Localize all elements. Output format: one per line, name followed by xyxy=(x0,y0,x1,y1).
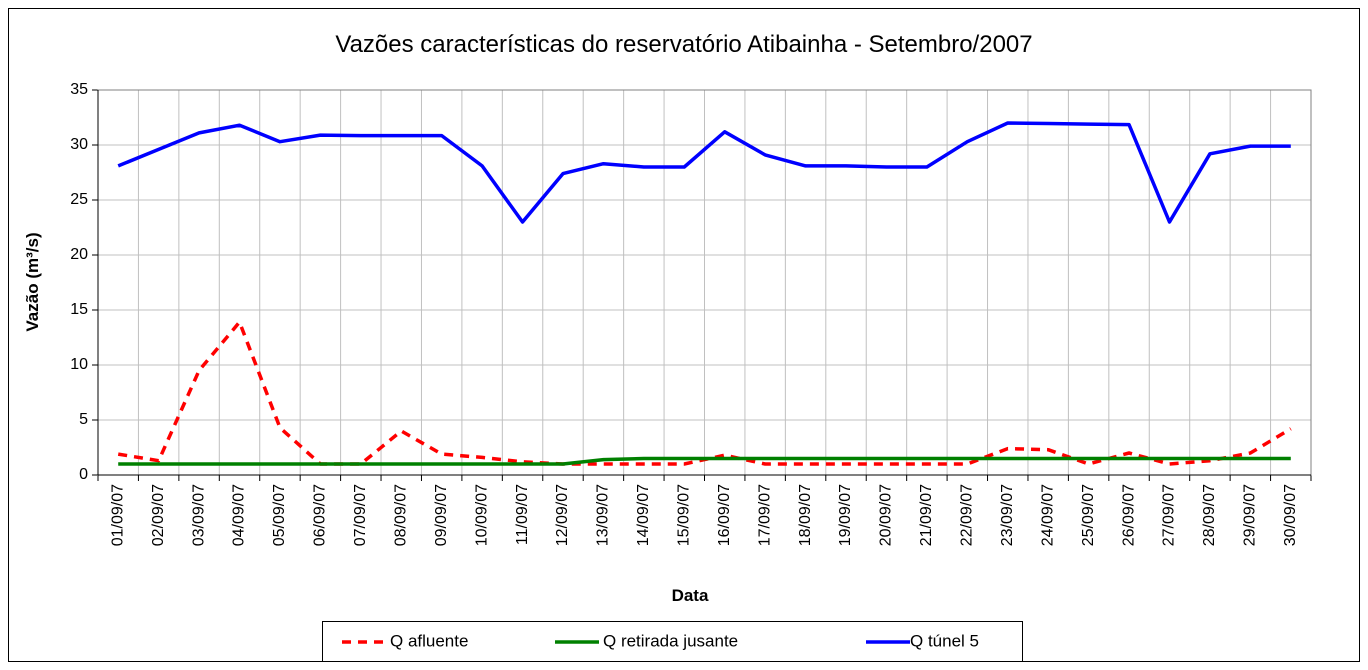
legend-label: Q retirada jusante xyxy=(603,631,738,650)
x-tick-label: 06/09/07 xyxy=(312,484,329,546)
x-tick-label: 21/09/07 xyxy=(918,484,935,546)
grid xyxy=(97,89,1312,476)
x-tick-label: 08/09/07 xyxy=(392,484,409,546)
y-tick-label: 35 xyxy=(70,81,88,98)
y-tick-label: 0 xyxy=(79,466,88,483)
y-tick-label: 5 xyxy=(79,411,88,428)
y-tick-label: 20 xyxy=(70,246,88,263)
x-tick-label: 07/09/07 xyxy=(352,484,369,546)
plot xyxy=(117,121,1292,466)
legend-label: Q afluente xyxy=(390,631,468,650)
y-tick-label: 15 xyxy=(70,301,88,318)
x-tick-label: 05/09/07 xyxy=(271,484,288,546)
x-tick-label: 10/09/07 xyxy=(473,484,490,546)
axes: 0 5 10 15 20 25 30 35 01/09/07 02/09/07 03/09/07 04… xyxy=(70,81,1312,546)
x-tick-label: 17/09/07 xyxy=(756,484,773,546)
series-line xyxy=(118,456,1291,466)
y-tick-label: 10 xyxy=(70,356,88,373)
legend-items: Q afluente Q retirada jusante Q túnel 5 xyxy=(342,631,979,650)
series-line xyxy=(117,121,1291,224)
x-tick-label: 02/09/07 xyxy=(150,484,167,546)
x-tick-label: 28/09/07 xyxy=(1201,484,1218,546)
x-tick-label: 30/09/07 xyxy=(1282,484,1299,546)
x-tick-label: 11/09/07 xyxy=(514,484,531,545)
x-tick-label: 18/09/07 xyxy=(797,484,814,546)
y-tick-label: 25 xyxy=(70,191,88,208)
x-tick-label: 13/09/07 xyxy=(595,484,612,546)
legend-label: Q túnel 5 xyxy=(910,631,979,650)
x-tick-label: 15/09/07 xyxy=(676,484,693,546)
x-tick-label: 24/09/07 xyxy=(1039,484,1056,546)
chart-title: Vazões características do reservatório A… xyxy=(335,31,1032,58)
x-tick-label: 09/09/07 xyxy=(433,484,450,546)
x-tick-label: 26/09/07 xyxy=(1120,484,1137,546)
y-tick-label: 30 xyxy=(70,136,88,153)
x-tick-label: 04/09/07 xyxy=(231,484,248,546)
x-tick-label: 12/09/07 xyxy=(554,484,571,546)
x-tick-label: 16/09/07 xyxy=(716,484,733,546)
x-tick-label: 20/09/07 xyxy=(878,484,895,546)
x-tick-label: 23/09/07 xyxy=(999,484,1016,546)
x-tick-label: 14/09/07 xyxy=(635,484,652,546)
x-axis-title: Data xyxy=(672,586,709,605)
y-axis-title: Vazão (m³/s) xyxy=(23,232,42,331)
x-tick-label: 27/09/07 xyxy=(1161,484,1178,546)
x-tick-label: 03/09/07 xyxy=(190,484,207,546)
x-tick-label: 01/09/07 xyxy=(109,484,126,546)
x-tick-label: 29/09/07 xyxy=(1242,484,1259,546)
x-tick-label: 22/09/07 xyxy=(959,484,976,546)
x-tick-label: 19/09/07 xyxy=(837,484,854,546)
x-tick-label: 25/09/07 xyxy=(1080,484,1097,546)
